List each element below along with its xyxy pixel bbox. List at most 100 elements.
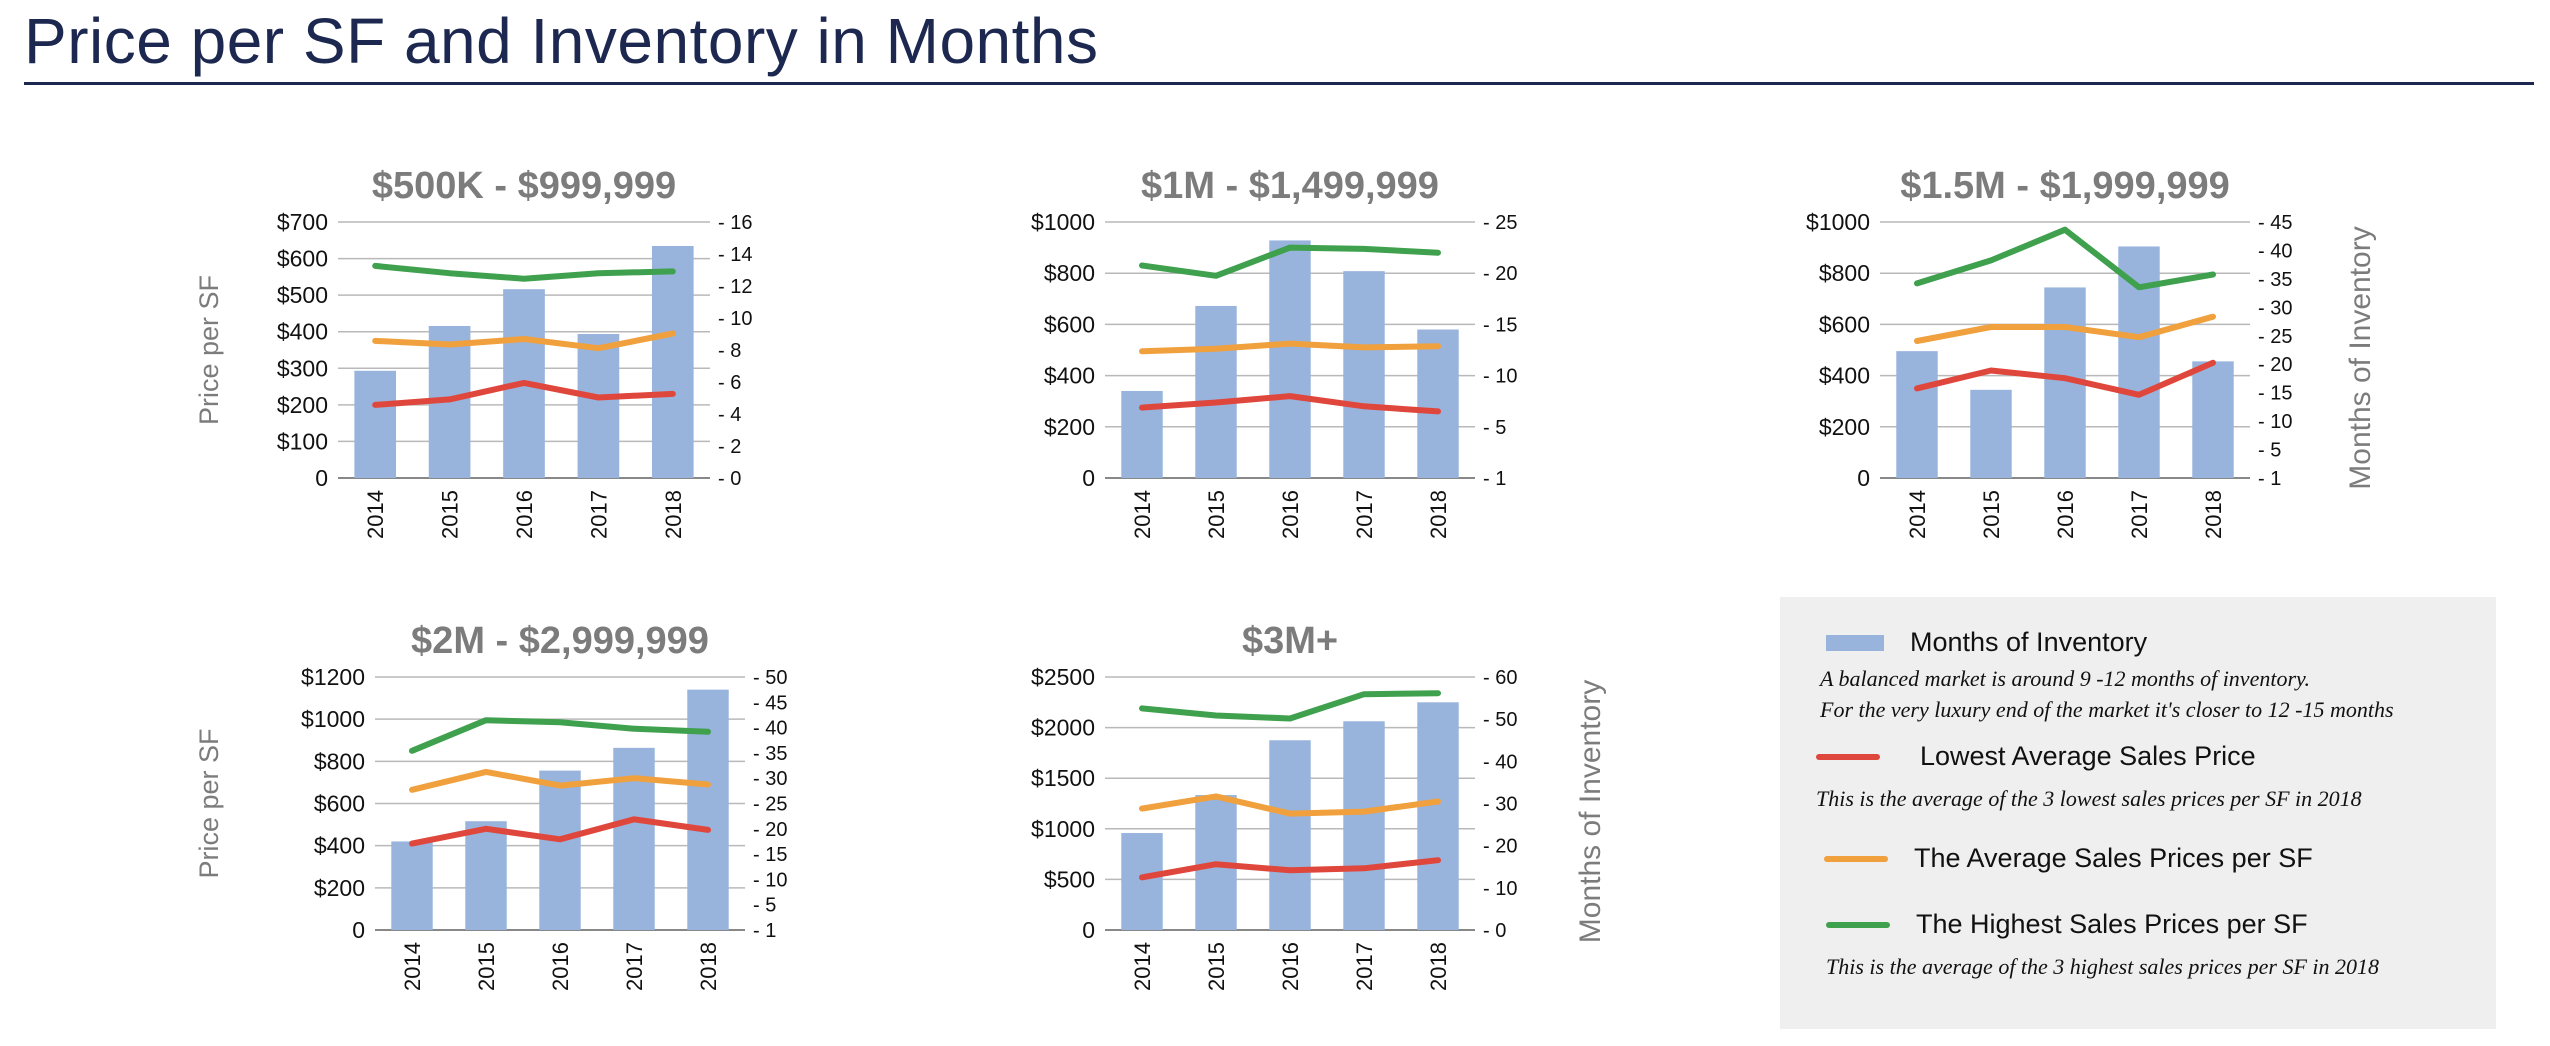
y-axis-label: Price per SF	[194, 275, 224, 425]
x-tick-label: 2018	[2201, 490, 2226, 539]
chart-2: $1M - $1,499,999 0 $200 $400 $600 $800 $1000 - …	[1031, 165, 1517, 539]
y2-tick-label: - 20	[753, 819, 787, 841]
x-tick-label: 2016	[2053, 490, 2078, 539]
x-tick-label: 2016	[1278, 942, 1303, 991]
inventory-bar	[1343, 271, 1385, 478]
y-tick-label: $400	[1044, 363, 1095, 389]
y2-tick-label: - 20	[2258, 354, 2292, 376]
y2-tick-label: - 25	[1483, 212, 1517, 234]
x-tick-label: 2014	[363, 490, 388, 539]
x-tick-label: 2016	[548, 942, 573, 991]
title-divider	[24, 82, 2534, 85]
inventory-bar	[2192, 361, 2234, 478]
inventory-bar	[354, 370, 397, 478]
inventory-bar	[1343, 721, 1385, 930]
y2-tick-label: - 40	[753, 718, 787, 740]
y-tick-label: 0	[352, 917, 365, 943]
chart-title: $3M+	[1242, 620, 1338, 662]
x-tick-label: 2017	[622, 942, 647, 991]
chart-4: $2M - $2,999,999 0 $200 $400 $600 $800 $1000 $1…	[194, 620, 787, 991]
inventory-bar	[687, 689, 729, 930]
y2-tick-label: - 40	[2258, 240, 2292, 262]
legend-item-highest: The Highest Sales Prices per SF	[1826, 909, 2308, 940]
lowest-price-line	[1914, 359, 2216, 398]
y2-tick-label: - 2	[718, 436, 741, 458]
y2-tick-label: - 20	[1483, 836, 1517, 858]
y-tick-label: $500	[277, 282, 328, 308]
inventory-bar	[1896, 351, 1938, 478]
lowest-swatch	[1816, 753, 1880, 760]
highest-price-line	[409, 717, 711, 754]
legend-label-highest: The Highest Sales Prices per SF	[1916, 909, 2308, 939]
y2-tick-label: - 60	[1483, 667, 1517, 689]
y2-tick-label: - 25	[2258, 326, 2292, 348]
x-tick-label: 2018	[661, 490, 686, 539]
y-tick-label: $600	[1044, 311, 1095, 337]
y2-tick-label: - 45	[753, 692, 787, 714]
y-tick-label: $200	[314, 875, 365, 901]
x-tick-label: 2014	[400, 942, 425, 991]
x-tick-label: 2018	[1426, 942, 1451, 991]
y2-tick-label: - 50	[1483, 709, 1517, 731]
legend-item-lowest: Lowest Average Sales Price	[1816, 741, 2256, 772]
y-tick-label: $700	[277, 209, 328, 235]
lowest-price-line	[409, 816, 711, 847]
x-tick-label: 2017	[2127, 490, 2152, 539]
y-tick-label: $1000	[1031, 816, 1095, 842]
legend-panel: Months of Inventory A balanced market is…	[1780, 597, 2496, 1029]
y2-tick-label: - 8	[718, 340, 741, 362]
y2-tick-label: - 4	[718, 404, 741, 426]
y2-tick-label: - 5	[2258, 440, 2281, 462]
y2-tick-label: - 10	[1483, 878, 1517, 900]
inventory-bar	[1970, 389, 2012, 478]
inventory-swatch	[1826, 634, 1884, 651]
y-tick-label: $600	[314, 791, 365, 817]
y-tick-label: $2000	[1031, 715, 1095, 741]
lowest-price-line	[1139, 857, 1441, 881]
y-tick-label: $2500	[1031, 664, 1095, 690]
x-tick-label: 2018	[1426, 490, 1451, 539]
x-tick-label: 2017	[1352, 490, 1377, 539]
y2-axis-label: Months of Inventory	[1574, 680, 1607, 943]
inventory-bar	[1269, 740, 1311, 930]
y2-tick-label: - 16	[718, 212, 752, 234]
y2-tick-label: - 5	[1483, 417, 1506, 439]
average-price-line	[372, 330, 676, 352]
y-tick-label: $500	[1044, 866, 1095, 892]
y-tick-label: $600	[277, 246, 328, 272]
x-tick-label: 2015	[1979, 490, 2004, 539]
highest-price-line	[372, 262, 676, 282]
lowest-price-line	[372, 379, 676, 408]
highest-price-line	[1139, 690, 1441, 722]
y-tick-label: 0	[315, 465, 328, 491]
y-tick-label: $600	[1819, 311, 1870, 337]
legend-item-inventory: Months of Inventory	[1826, 627, 2147, 658]
y2-tick-label: - 45	[2258, 212, 2292, 234]
y-tick-label: 0	[1857, 465, 1870, 491]
y-tick-label: $200	[1819, 414, 1870, 440]
legend-note-lowest: This is the average of the 3 lowest sale…	[1816, 786, 2362, 811]
y2-tick-label: - 6	[718, 372, 741, 394]
lowest-price-line	[1139, 393, 1441, 415]
y-tick-label: $300	[277, 355, 328, 381]
y2-tick-label: - 50	[753, 667, 787, 689]
y-tick-label: $200	[1044, 414, 1095, 440]
y2-tick-label: - 10	[753, 869, 787, 891]
y-tick-label: $1200	[301, 664, 365, 690]
y-tick-label: $400	[1819, 363, 1870, 389]
inventory-bar	[465, 821, 507, 930]
average-price-line	[1139, 340, 1441, 355]
y2-axis-label: Months of Inventory	[2344, 226, 2377, 489]
legend-label-average: The Average Sales Prices per SF	[1914, 843, 2313, 873]
average-price-line	[409, 768, 711, 793]
x-tick-label: 2015	[474, 942, 499, 991]
y2-tick-label: - 30	[2258, 297, 2292, 319]
y2-tick-label: - 12	[718, 276, 752, 298]
x-tick-label: 2016	[512, 490, 537, 539]
y-tick-label: $400	[277, 319, 328, 345]
y-tick-label: 0	[1082, 917, 1095, 943]
x-tick-label: 2014	[1130, 942, 1155, 991]
page-title: Price per SF and Inventory in Months	[24, 5, 1099, 77]
inventory-bar	[577, 334, 620, 478]
y-tick-label: $1000	[1806, 209, 1870, 235]
